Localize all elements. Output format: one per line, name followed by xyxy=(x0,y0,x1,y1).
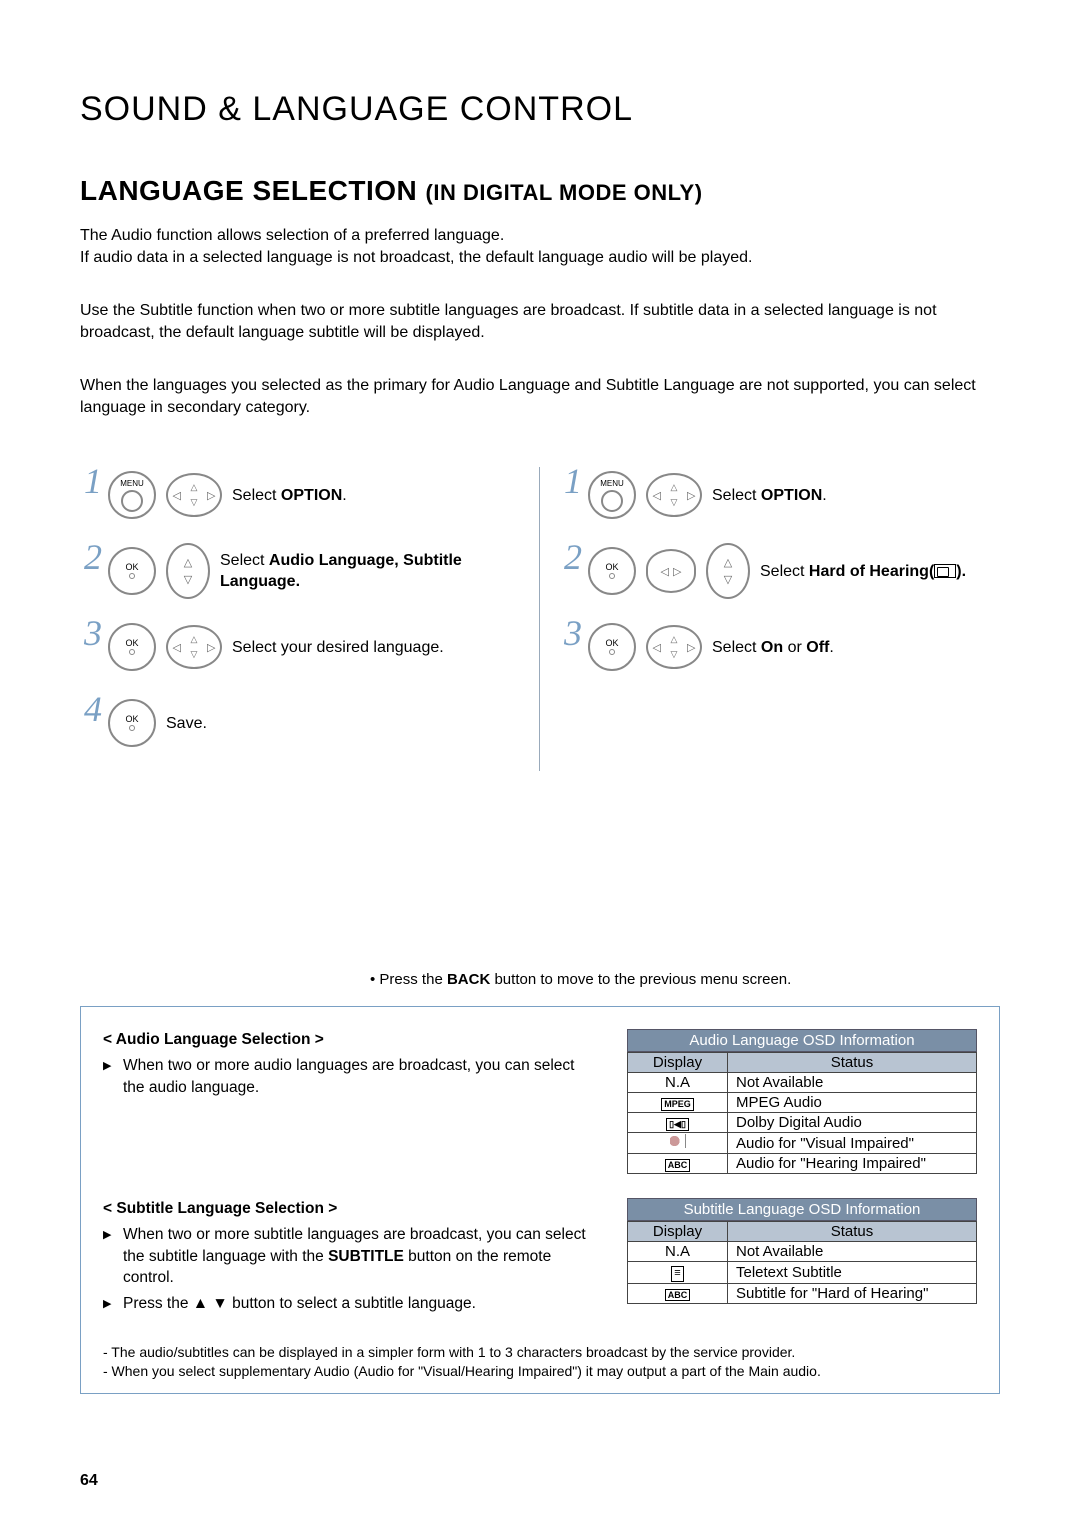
ear-icon xyxy=(670,1134,686,1148)
nav-pad-horiz-icon: ◁▷ xyxy=(646,549,696,593)
nav-pad-vertical-icon: △▽ xyxy=(706,543,750,599)
status-cell: Dolby Digital Audio xyxy=(728,1113,977,1133)
bullet-icon xyxy=(103,1224,123,1289)
step-text: Select your desired language. xyxy=(232,637,519,659)
right-step-3: 3 OK ◁ △▽ ▷ Select On or Off. xyxy=(560,619,1000,675)
procedure-left: 1 MENU ◁ △▽ ▷ Select OPTION. 2 OK △▽ xyxy=(80,467,540,771)
th-status: Status xyxy=(728,1053,977,1073)
status-cell: Teletext Subtitle xyxy=(728,1262,977,1283)
info-box: < Audio Language Selection > When two or… xyxy=(80,1006,1000,1393)
ok-button-icon: OK xyxy=(588,547,636,595)
audio-lang-text: When two or more audio languages are bro… xyxy=(123,1055,597,1098)
section-title-sub: (IN DIGITAL MODE ONLY) xyxy=(426,180,703,205)
table-row: MPEGMPEG Audio xyxy=(628,1093,977,1113)
step-text: Select Audio Language, Subtitle Language… xyxy=(220,550,519,593)
bullet-icon xyxy=(103,1293,123,1315)
step-number: 3 xyxy=(84,612,102,654)
subtitle-lang-heading: < Subtitle Language Selection > xyxy=(103,1198,597,1220)
footnotes: - The audio/subtitles can be displayed i… xyxy=(103,1343,977,1381)
audio-osd-table: DisplayStatus N.ANot AvailableMPEGMPEG A… xyxy=(627,1052,977,1174)
hard-of-hearing-icon xyxy=(934,564,956,578)
status-cell: MPEG Audio xyxy=(728,1093,977,1113)
step-number: 1 xyxy=(84,460,102,502)
step-number: 1 xyxy=(564,460,582,502)
display-cell: N.A xyxy=(628,1073,728,1093)
display-cell: N.A xyxy=(628,1242,728,1262)
table-row: Audio for "Visual Impaired" xyxy=(628,1133,977,1154)
step-text: Select Hard of Hearing(). xyxy=(760,561,1000,583)
subtitle-lang-text1: When two or more subtitle languages are … xyxy=(123,1224,597,1289)
ok-button-icon: OK xyxy=(108,623,156,671)
back-note: • Press the BACK button to move to the p… xyxy=(370,971,1000,988)
status-cell: Audio for "Visual Impaired" xyxy=(728,1133,977,1154)
step-text: Select OPTION. xyxy=(712,485,1000,507)
ok-button-icon: OK xyxy=(588,623,636,671)
step-text: Select On or Off. xyxy=(712,637,1000,659)
right-step-2: 2 OK ◁▷ △▽ Select Hard of Hearing(). xyxy=(560,543,1000,599)
ok-button-icon: OK xyxy=(108,699,156,747)
step-text: Save. xyxy=(166,713,519,735)
th-display: Display xyxy=(628,1053,728,1073)
table-row: ABCSubtitle for "Hard of Hearing" xyxy=(628,1283,977,1303)
footnote-2: - When you select supplementary Audio (A… xyxy=(103,1362,977,1381)
left-step-1: 1 MENU ◁ △▽ ▷ Select OPTION. xyxy=(80,467,519,523)
menu-button-icon: MENU xyxy=(108,471,156,519)
display-cell: MPEG xyxy=(628,1093,728,1113)
procedure-right: 1 MENU ◁ △▽ ▷ Select OPTION. 2 OK ◁▷ xyxy=(540,467,1000,771)
status-cell: Not Available xyxy=(728,1073,977,1093)
status-cell: Subtitle for "Hard of Hearing" xyxy=(728,1283,977,1303)
table-row: N.ANot Available xyxy=(628,1242,977,1262)
subtitle-osd-title: Subtitle Language OSD Information xyxy=(627,1198,977,1221)
nav-pad-icon: ◁ △▽ ▷ xyxy=(166,625,222,669)
subtitle-lang-text2: Press the ▲ ▼ button to select a subtitl… xyxy=(123,1293,476,1315)
bullet-icon xyxy=(103,1055,123,1098)
intro-p2: Use the Subtitle function when two or mo… xyxy=(80,300,1000,345)
display-cell: ▯◀▯ xyxy=(628,1113,728,1133)
menu-button-icon: MENU xyxy=(588,471,636,519)
intro-p3: When the languages you selected as the p… xyxy=(80,375,1000,420)
display-cell: ABC xyxy=(628,1154,728,1174)
right-step-1: 1 MENU ◁ △▽ ▷ Select OPTION. xyxy=(560,467,1000,523)
step-number: 4 xyxy=(84,688,102,730)
audio-osd-title: Audio Language OSD Information xyxy=(627,1029,977,1052)
ok-button-icon: OK xyxy=(108,547,156,595)
step-number: 2 xyxy=(564,536,582,578)
display-cell: ≡ xyxy=(628,1262,728,1283)
left-step-3: 3 OK ◁ △▽ ▷ Select your desired language… xyxy=(80,619,519,675)
step-number: 2 xyxy=(84,536,102,578)
nav-pad-icon: ◁ △▽ ▷ xyxy=(646,473,702,517)
th-status: Status xyxy=(728,1222,977,1242)
intro-p1b: If audio data in a selected language is … xyxy=(80,247,1000,269)
table-row: ABCAudio for "Hearing Impaired" xyxy=(628,1154,977,1174)
procedures: 1 MENU ◁ △▽ ▷ Select OPTION. 2 OK △▽ xyxy=(80,467,1000,771)
audio-lang-heading: < Audio Language Selection > xyxy=(103,1029,597,1051)
page-number: 64 xyxy=(80,1472,98,1490)
footnote-1: - The audio/subtitles can be displayed i… xyxy=(103,1343,977,1362)
status-cell: Not Available xyxy=(728,1242,977,1262)
table-row: N.ANot Available xyxy=(628,1073,977,1093)
table-row: ▯◀▯Dolby Digital Audio xyxy=(628,1113,977,1133)
nav-pad-vertical-icon: △▽ xyxy=(166,543,210,599)
subtitle-osd-table: DisplayStatus N.ANot Available≡Teletext … xyxy=(627,1221,977,1303)
section-title: LANGUAGE SELECTION (IN DIGITAL MODE ONLY… xyxy=(80,175,1000,207)
nav-pad-icon: ◁ △▽ ▷ xyxy=(166,473,222,517)
step-number: 3 xyxy=(564,612,582,654)
section-title-main: LANGUAGE SELECTION xyxy=(80,175,426,206)
step-text: Select OPTION. xyxy=(232,485,519,507)
intro-p1a: The Audio function allows selection of a… xyxy=(80,225,1000,247)
intro-block: The Audio function allows selection of a… xyxy=(80,225,1000,419)
page-title: SOUND & LANGUAGE CONTROL xyxy=(80,90,1000,129)
display-cell xyxy=(628,1133,728,1154)
left-step-4: 4 OK Save. xyxy=(80,695,519,751)
status-cell: Audio for "Hearing Impaired" xyxy=(728,1154,977,1174)
left-step-2: 2 OK △▽ Select Audio Language, Subtitle … xyxy=(80,543,519,599)
table-row: ≡Teletext Subtitle xyxy=(628,1262,977,1283)
th-display: Display xyxy=(628,1222,728,1242)
display-cell: ABC xyxy=(628,1283,728,1303)
nav-pad-icon: ◁ △▽ ▷ xyxy=(646,625,702,669)
